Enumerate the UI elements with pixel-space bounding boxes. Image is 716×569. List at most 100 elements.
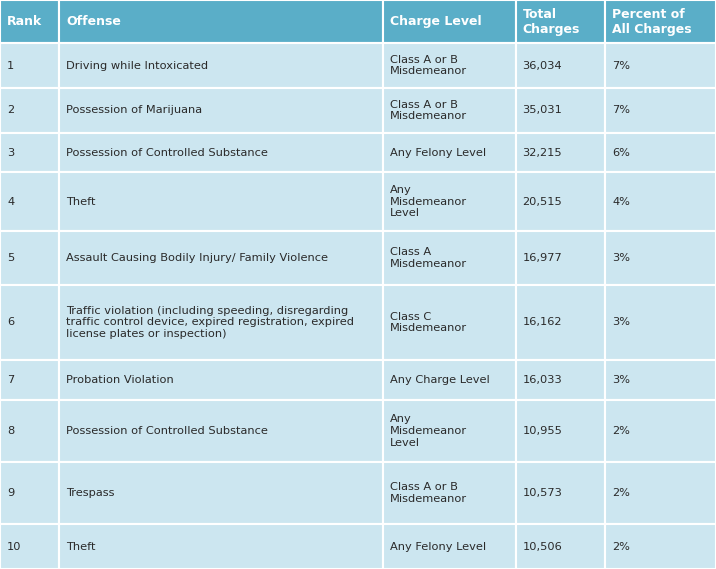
Bar <box>59 360 383 400</box>
Bar <box>59 0 383 43</box>
Text: 35,031: 35,031 <box>523 105 562 116</box>
Bar <box>516 133 605 172</box>
Text: Possession of Controlled Substance: Possession of Controlled Substance <box>67 147 268 158</box>
Text: 16,977: 16,977 <box>523 253 562 263</box>
Bar <box>383 462 516 524</box>
Bar <box>516 400 605 462</box>
Bar <box>605 43 716 88</box>
Bar <box>605 0 716 43</box>
Bar <box>59 43 383 88</box>
Bar <box>383 88 516 133</box>
Bar <box>59 400 383 462</box>
Text: Class A
Misdemeanor: Class A Misdemeanor <box>390 247 467 269</box>
Bar <box>605 172 716 231</box>
Text: 6%: 6% <box>612 147 630 158</box>
Bar <box>0 172 59 231</box>
Text: Driving while Intoxicated: Driving while Intoxicated <box>67 60 208 71</box>
Bar <box>59 524 383 569</box>
Text: Percent of
All Charges: Percent of All Charges <box>612 7 692 35</box>
Text: Traffic violation (including speeding, disregarding
traffic control device, expi: Traffic violation (including speeding, d… <box>67 306 354 339</box>
Text: Total
Charges: Total Charges <box>523 7 580 35</box>
Bar <box>605 400 716 462</box>
Bar <box>59 88 383 133</box>
Text: Class A or B
Misdemeanor: Class A or B Misdemeanor <box>390 55 467 76</box>
Text: Probation Violation: Probation Violation <box>67 375 174 385</box>
Text: 3%: 3% <box>612 253 630 263</box>
Text: 2: 2 <box>7 105 14 116</box>
Bar <box>0 231 59 284</box>
Text: 10,573: 10,573 <box>523 488 562 498</box>
Bar <box>383 284 516 360</box>
Text: 7%: 7% <box>612 60 630 71</box>
Bar <box>516 284 605 360</box>
Bar <box>59 231 383 284</box>
Text: 32,215: 32,215 <box>523 147 562 158</box>
Text: Class C
Misdemeanor: Class C Misdemeanor <box>390 312 467 333</box>
Bar <box>605 360 716 400</box>
Bar <box>516 524 605 569</box>
Bar <box>383 43 516 88</box>
Text: Trespass: Trespass <box>67 488 115 498</box>
Bar <box>59 172 383 231</box>
Bar <box>0 88 59 133</box>
Text: 7%: 7% <box>612 105 630 116</box>
Text: Charge Level: Charge Level <box>390 15 482 28</box>
Bar <box>516 360 605 400</box>
Bar <box>59 462 383 524</box>
Bar <box>383 0 516 43</box>
Bar <box>383 400 516 462</box>
Text: 10,955: 10,955 <box>523 426 562 436</box>
Bar <box>605 462 716 524</box>
Bar <box>605 284 716 360</box>
Text: Any Charge Level: Any Charge Level <box>390 375 490 385</box>
Text: 3%: 3% <box>612 375 630 385</box>
Text: Possession of Controlled Substance: Possession of Controlled Substance <box>67 426 268 436</box>
Text: 3%: 3% <box>612 318 630 327</box>
Text: Assault Causing Bodily Injury/ Family Violence: Assault Causing Bodily Injury/ Family Vi… <box>67 253 329 263</box>
Text: Rank: Rank <box>7 15 42 28</box>
Text: Any Felony Level: Any Felony Level <box>390 542 486 551</box>
Text: Class A or B
Misdemeanor: Class A or B Misdemeanor <box>390 100 467 121</box>
Bar <box>0 462 59 524</box>
Text: 4%: 4% <box>612 197 630 207</box>
Bar <box>516 462 605 524</box>
Text: 9: 9 <box>7 488 14 498</box>
Text: 2%: 2% <box>612 542 630 551</box>
Text: Any
Misdemeanor
Level: Any Misdemeanor Level <box>390 414 467 448</box>
Bar <box>605 133 716 172</box>
Bar <box>383 524 516 569</box>
Text: 10: 10 <box>7 542 21 551</box>
Text: Possession of Marijuana: Possession of Marijuana <box>67 105 203 116</box>
Text: 36,034: 36,034 <box>523 60 562 71</box>
Bar <box>383 360 516 400</box>
Bar <box>383 231 516 284</box>
Bar <box>516 43 605 88</box>
Text: 7: 7 <box>7 375 14 385</box>
Text: Theft: Theft <box>67 197 96 207</box>
Text: 16,162: 16,162 <box>523 318 562 327</box>
Bar <box>516 172 605 231</box>
Bar <box>0 360 59 400</box>
Bar <box>605 524 716 569</box>
Text: 2%: 2% <box>612 488 630 498</box>
Text: Offense: Offense <box>67 15 121 28</box>
Text: 3: 3 <box>7 147 14 158</box>
Text: 1: 1 <box>7 60 14 71</box>
Text: 16,033: 16,033 <box>523 375 562 385</box>
Text: 5: 5 <box>7 253 14 263</box>
Bar <box>605 231 716 284</box>
Bar <box>0 133 59 172</box>
Bar <box>516 0 605 43</box>
Text: Theft: Theft <box>67 542 96 551</box>
Text: Any Felony Level: Any Felony Level <box>390 147 486 158</box>
Bar <box>0 43 59 88</box>
Bar <box>59 133 383 172</box>
Text: 20,515: 20,515 <box>523 197 562 207</box>
Bar <box>0 400 59 462</box>
Text: 4: 4 <box>7 197 14 207</box>
Text: Class A or B
Misdemeanor: Class A or B Misdemeanor <box>390 483 467 504</box>
Text: 6: 6 <box>7 318 14 327</box>
Text: 2%: 2% <box>612 426 630 436</box>
Bar <box>516 88 605 133</box>
Bar <box>383 133 516 172</box>
